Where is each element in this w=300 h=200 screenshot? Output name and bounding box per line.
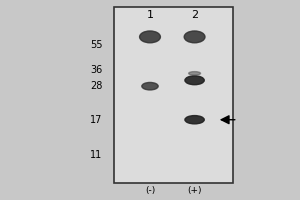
Ellipse shape — [185, 116, 204, 124]
Ellipse shape — [184, 31, 205, 43]
Bar — [114, 7, 233, 183]
Ellipse shape — [142, 82, 158, 90]
Ellipse shape — [140, 31, 160, 43]
Text: 2: 2 — [191, 10, 198, 20]
Text: 11: 11 — [90, 150, 102, 160]
Text: 55: 55 — [90, 40, 102, 50]
Text: (-): (-) — [145, 186, 155, 195]
Ellipse shape — [189, 72, 200, 75]
Text: (+): (+) — [187, 186, 202, 195]
Ellipse shape — [185, 76, 204, 85]
Text: 36: 36 — [90, 65, 102, 75]
Text: 17: 17 — [90, 115, 102, 125]
Text: 28: 28 — [90, 81, 102, 91]
Text: 1: 1 — [146, 10, 154, 20]
